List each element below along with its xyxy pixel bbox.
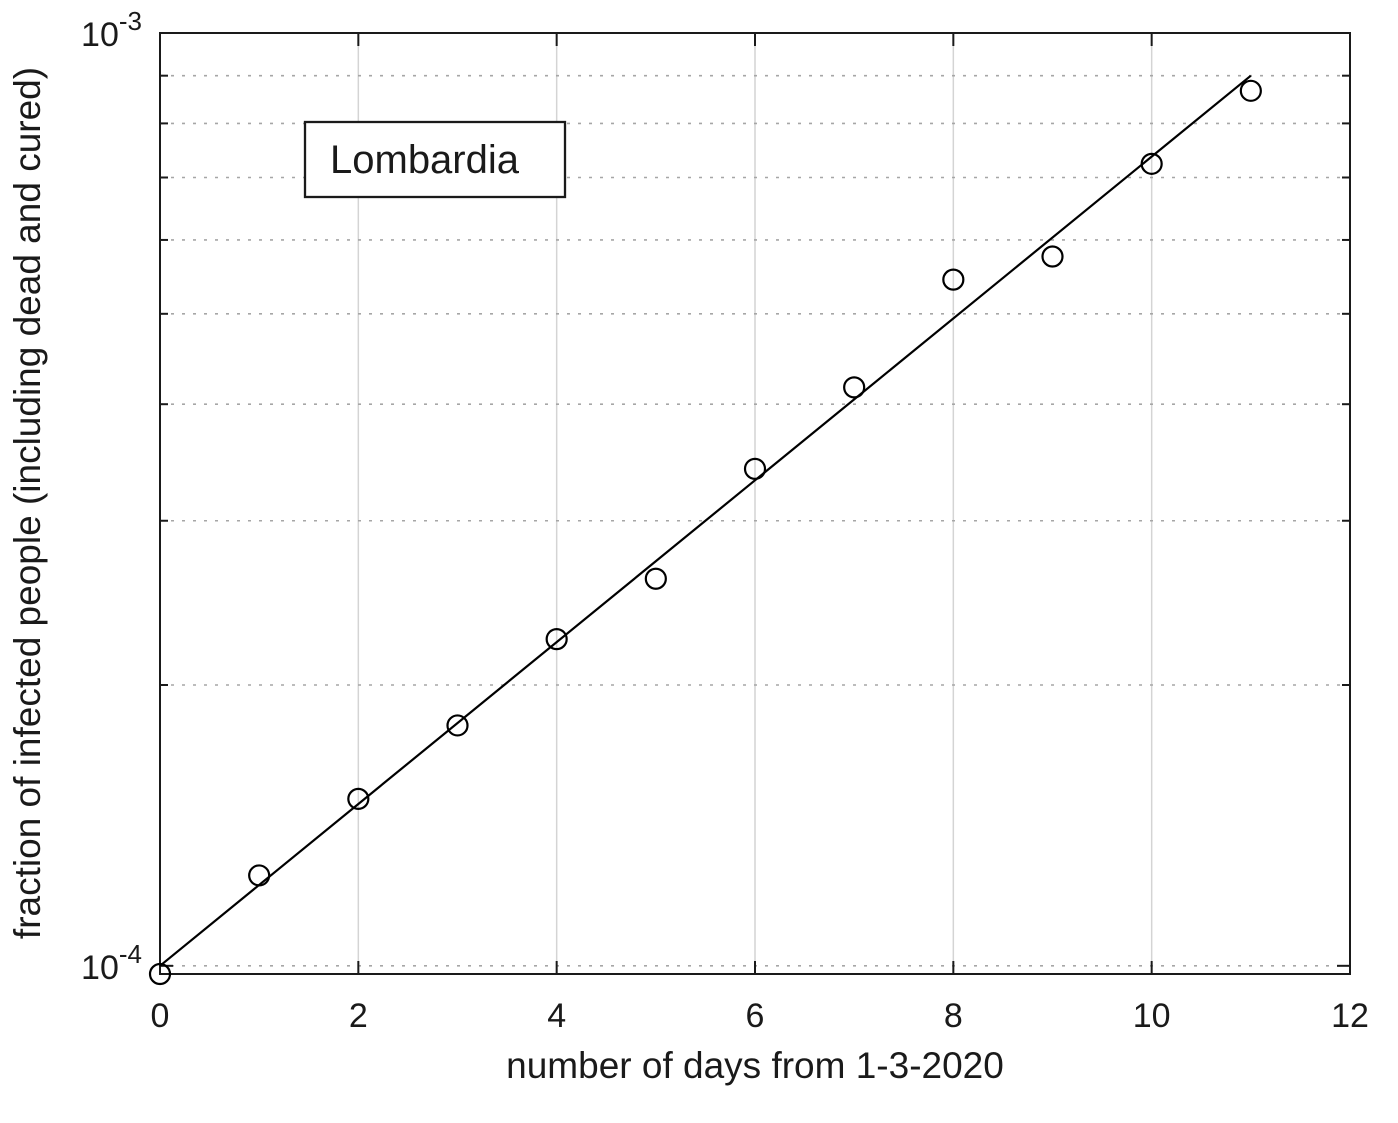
data-point xyxy=(942,268,965,291)
data-point xyxy=(545,627,568,651)
legend-label: Lombardia xyxy=(330,138,520,182)
data-point xyxy=(1041,245,1064,268)
y-axis-label: fraction of infected people (including d… xyxy=(7,67,48,939)
data-point xyxy=(644,567,667,590)
data-point xyxy=(446,714,469,737)
x-tick-label: 12 xyxy=(1331,997,1369,1035)
x-tick-label: 6 xyxy=(746,997,765,1035)
data-point xyxy=(1239,79,1262,102)
fit-line xyxy=(159,74,1252,967)
data-point xyxy=(347,787,370,810)
data-point xyxy=(743,457,767,480)
x-tick-label: 0 xyxy=(151,997,170,1035)
axes-box xyxy=(159,32,1351,975)
y-tick-label: 10-3 xyxy=(81,6,142,54)
chart-layer: 0 2 4 6 8 10 12 10-3 10-4 xyxy=(81,6,1369,1035)
data-point xyxy=(843,376,866,399)
x-tick-label: 2 xyxy=(349,997,368,1035)
legend: Lombardia xyxy=(303,120,567,199)
legend-frame xyxy=(303,120,567,199)
y-tick-label: 10-4 xyxy=(81,939,142,987)
data-point xyxy=(148,962,172,986)
x-tick-label: 4 xyxy=(547,997,566,1035)
x-tick-label: 10 xyxy=(1133,997,1171,1035)
x-tick-label: 8 xyxy=(944,997,963,1035)
data-point xyxy=(1140,152,1163,175)
x-axis-label: number of days from 1-3-2020 xyxy=(506,1045,1004,1086)
data-point xyxy=(248,864,271,887)
